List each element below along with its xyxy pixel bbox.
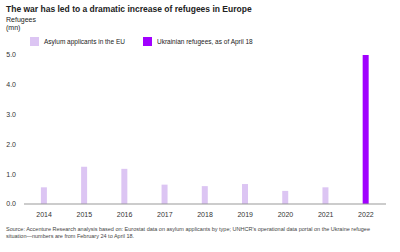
svg-text:4.0: 4.0 <box>8 81 16 88</box>
html-text:The war has led to a dramatic: The war has led to a dramatic increase o… <box>6 4 252 14</box>
svg-text:0.0: 0.0 <box>8 200 16 207</box>
svg-text:2014: 2014 <box>36 211 52 218</box>
svg-text:2016: 2016 <box>117 211 133 218</box>
html-text:Ukrainian refugees, as of Apri: Ukrainian refugees, as of April 18 <box>156 38 253 45</box>
svg-text:2022: 2022 <box>358 211 374 218</box>
svg-text:1.0: 1.0 <box>8 171 16 178</box>
svg-text:2021: 2021 <box>318 211 334 218</box>
svg-text:2020: 2020 <box>278 211 294 218</box>
svg-text:2015: 2015 <box>77 211 93 218</box>
svg-text:5.0: 5.0 <box>8 51 16 58</box>
svg-text:3.0: 3.0 <box>8 111 16 118</box>
html-text:Refugees: Refugees <box>6 16 36 23</box>
svg-text:2018: 2018 <box>197 211 213 218</box>
html-text:(mn): (mn) <box>6 24 21 31</box>
svg-text:2.0: 2.0 <box>8 141 16 148</box>
html-text:Asylum applicants in the EU: Asylum applicants in the EU <box>44 38 125 45</box>
html-text:Source: Accenture Research ana: Source: Accenture Research analysis base… <box>6 226 370 239</box>
svg-text:2019: 2019 <box>237 211 253 218</box>
svg-text:2017: 2017 <box>157 211 173 218</box>
